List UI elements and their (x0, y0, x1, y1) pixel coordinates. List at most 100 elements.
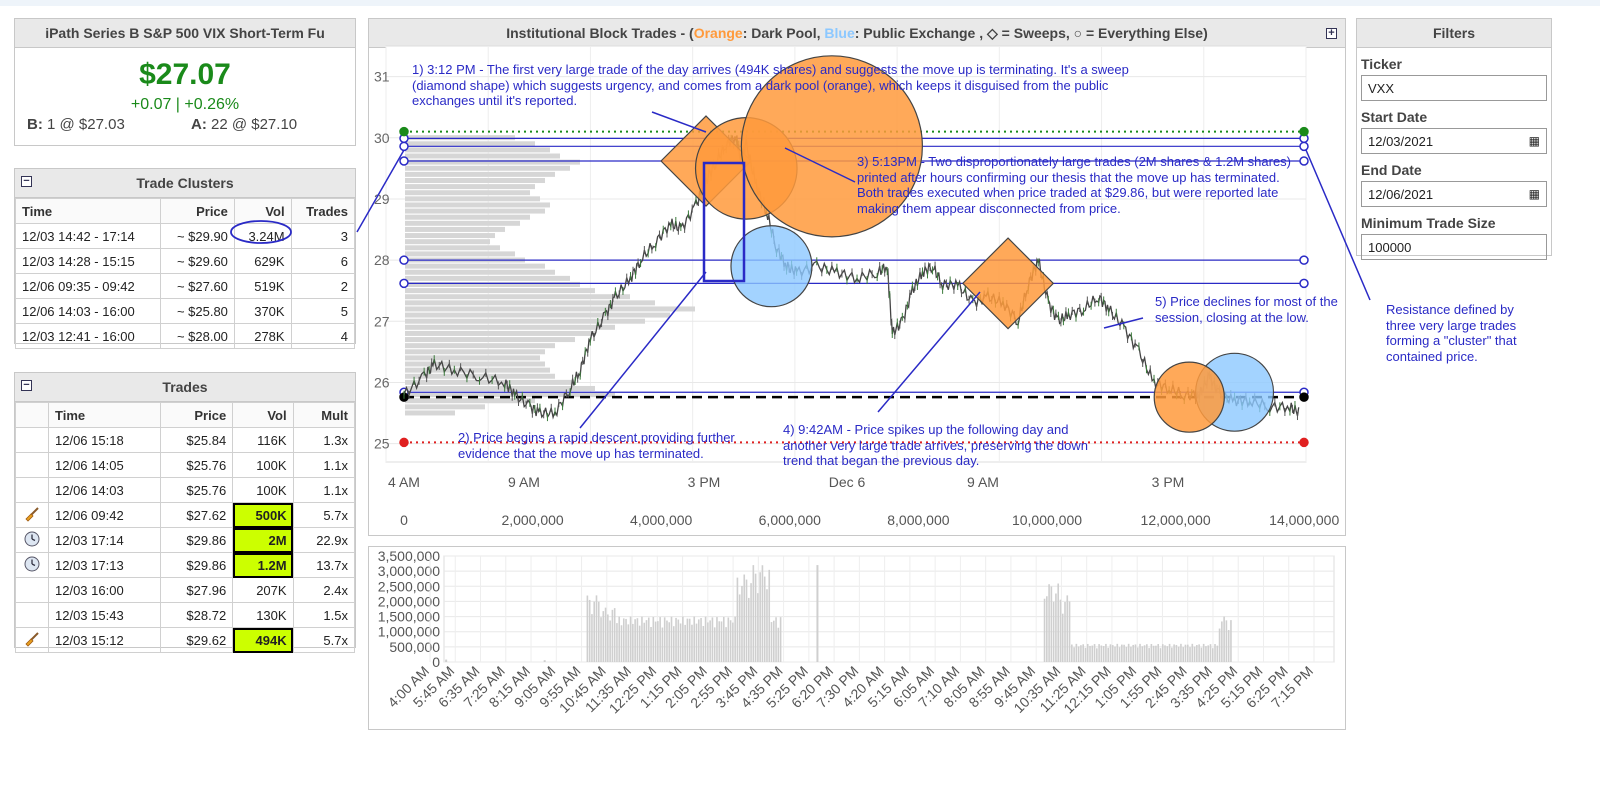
volume-bar (645, 620, 648, 662)
cluster-trades: 6 (290, 248, 356, 274)
volume-bar (595, 595, 598, 662)
volume-bar (604, 607, 607, 662)
volume-profile-bar (405, 184, 535, 190)
volume-bar (1230, 620, 1232, 662)
bid-label: B: (27, 116, 43, 133)
trade-row[interactable]: 12/03 15:12 $29.62 494K 5.7x (15, 627, 356, 653)
level-endpoint (1299, 437, 1309, 448)
expand-chart-button[interactable]: + (1326, 28, 1337, 39)
start-date-input[interactable]: 12/03/2021 ▦ (1361, 128, 1547, 154)
collapse-clusters-button[interactable]: − (21, 176, 32, 187)
cluster-row[interactable]: 12/06 14:03 - 16:00 ~ $25.80 370K 5 (14, 298, 356, 324)
cluster-vol: 3.24M (233, 223, 292, 249)
volume-bar (713, 627, 716, 662)
volume-bar (659, 617, 661, 662)
trade-vol: 100K (232, 452, 294, 478)
volume-y-tick: 500,000 (389, 639, 440, 655)
volume-bar (747, 597, 750, 662)
volume-bar (707, 622, 709, 662)
cluster-row[interactable]: 12/03 14:42 - 17:14 ~ $29.90 3.24M 3 (14, 223, 356, 249)
trade-row[interactable]: 12/03 17:13 $29.86 1.2M 13.7x (15, 552, 356, 578)
cluster-trades: 4 (290, 323, 356, 349)
volume-profile-bar (405, 177, 545, 183)
trade-row[interactable]: 12/06 14:03 $25.76 100K 1.1x (15, 477, 356, 503)
volume-bar (652, 616, 655, 662)
trades-col-vol[interactable]: Vol (232, 402, 294, 428)
cluster-time: 12/06 14:03 - 16:00 (14, 298, 162, 324)
volume-bar (636, 618, 639, 662)
volume-profile-bar (405, 251, 515, 257)
bid-value: 1 @ $27.03 (47, 116, 125, 133)
volume-bar (1059, 599, 1062, 662)
volume-bar (704, 616, 707, 662)
trades-col-mult[interactable]: Mult (292, 402, 356, 428)
min-trade-size-value: 100000 (1368, 239, 1412, 255)
clusters-title: Trade Clusters (136, 175, 234, 191)
volume-bar (1043, 598, 1046, 662)
collapse-trades-button[interactable]: − (21, 380, 32, 391)
volume-x-tick: 14,000,000 (1269, 512, 1339, 528)
trades-col-time[interactable]: Time (48, 402, 161, 428)
annotation-1: 1) 3:12 PM - The first very large trade … (412, 62, 1129, 108)
volume-bar (1098, 644, 1100, 662)
end-date-input[interactable]: 12/06/2021 ▦ (1361, 181, 1547, 207)
volume-bar (602, 611, 605, 662)
clusters-col-price[interactable]: Price (160, 198, 235, 224)
quote-name: iPath Series B S&P 500 VIX Short-Term Fu (15, 19, 355, 48)
volume-bar (638, 625, 641, 662)
cluster-time: 12/03 14:42 - 17:14 (14, 223, 162, 249)
trade-price: $29.62 (159, 627, 234, 653)
level-endpoint (1299, 126, 1309, 137)
volume-bar (1173, 644, 1175, 662)
chart-title-prefix: Institutional Block Trades - ( (506, 25, 694, 41)
chart-title-blue: Blue (824, 25, 855, 41)
ticker-input[interactable]: VXX (1361, 75, 1547, 101)
volume-bar (1057, 583, 1059, 662)
trade-row[interactable]: 12/03 16:00 $27.96 207K 2.4x (15, 577, 356, 603)
volume-bar (679, 623, 682, 662)
level-endpoint (1299, 278, 1309, 289)
level-endpoint (399, 437, 409, 448)
volume-bar (543, 660, 546, 662)
time-x-tick: Dec 6 (829, 474, 866, 490)
volume-bar (1216, 645, 1219, 662)
volume-y-tick: 1,000,000 (378, 624, 440, 640)
volume-bar (618, 616, 621, 662)
volume-bar (1055, 593, 1057, 662)
volume-bar (1159, 648, 1162, 662)
end-date-value: 12/06/2021 (1368, 186, 1434, 202)
annotation-connector (579, 271, 707, 429)
cluster-price: ~ $27.60 (160, 273, 235, 299)
volume-y-tick: 0 (432, 654, 440, 670)
clusters-col-trades[interactable]: Trades (290, 198, 356, 224)
volume-bar (1136, 647, 1139, 662)
min-trade-size-input[interactable]: 100000 (1361, 234, 1547, 260)
volume-profile-bar (405, 288, 595, 294)
price-chart-plot (385, 45, 1309, 463)
time-x-tick: 3 PM (688, 474, 721, 490)
volume-profile-bar (405, 367, 550, 373)
trade-row[interactable]: 12/03 15:43 $28.72 130K 1.5x (15, 602, 356, 628)
volume-bar (1071, 644, 1073, 662)
volume-bar (1102, 646, 1105, 662)
clusters-col-time[interactable]: Time (14, 198, 162, 224)
volume-bar (620, 625, 623, 662)
volume-profile-bar (405, 373, 555, 379)
clusters-col-vol[interactable]: Vol (233, 198, 292, 224)
cluster-row[interactable]: 12/03 12:41 - 16:00 ~ $28.00 278K 4 (14, 323, 356, 349)
volume-bar (1152, 645, 1155, 662)
volume-profile-bar (405, 281, 580, 287)
annotation-connector (784, 147, 856, 183)
volume-bar (1191, 643, 1194, 662)
trade-row[interactable]: 12/06 15:18 $25.84 116K 1.3x (15, 427, 356, 453)
volume-y-tick: 3,000,000 (378, 563, 440, 579)
volume-bar (1052, 601, 1055, 662)
volume-bar (709, 620, 711, 662)
cluster-price: ~ $29.90 (160, 223, 235, 249)
volume-bar (1064, 601, 1066, 662)
volume-bar (697, 619, 700, 662)
volume-bar (1168, 643, 1171, 662)
block-trade-marker (1153, 361, 1225, 433)
calendar-icon[interactable]: ▦ (1528, 187, 1540, 201)
calendar-icon[interactable]: ▦ (1528, 134, 1540, 148)
